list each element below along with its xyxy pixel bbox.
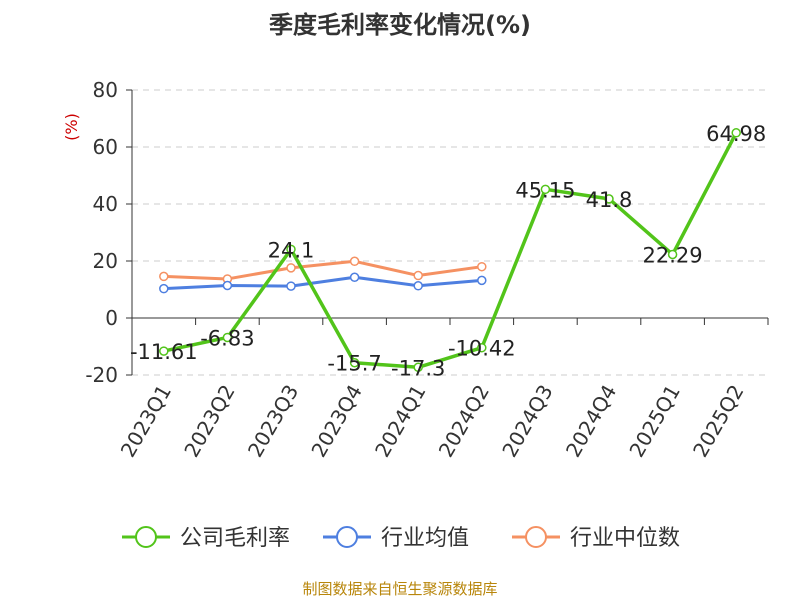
y-tick-label: 60 <box>93 135 118 159</box>
x-tick-label: 2023Q2 <box>179 381 239 462</box>
data-point <box>477 342 487 353</box>
x-axis-ticks: 2023Q1 2023Q2 2023Q3 2023Q4 2024Q1 2024Q2 2024… <box>116 381 749 462</box>
data-label: -10.42 <box>448 337 516 361</box>
data-label: -11.61 <box>130 340 198 364</box>
data-point <box>731 128 741 138</box>
y-tick-label: 0 <box>105 306 118 330</box>
data-point <box>159 346 169 356</box>
y-axis-unit: (%) <box>62 113 81 141</box>
data-label: 64.98 <box>706 122 766 146</box>
data-point <box>286 281 296 291</box>
data-point <box>222 280 233 291</box>
series-line <box>163 275 482 291</box>
data-point <box>222 332 233 343</box>
y-tick-label: -20 <box>85 363 118 387</box>
grid-lines <box>132 89 768 376</box>
data-point <box>540 184 551 195</box>
y-tick-label: 80 <box>93 78 118 102</box>
y-axis-ticks: -20 0 20 40 60 80 <box>85 78 118 387</box>
x-tick-label: 2025Q2 <box>688 381 748 462</box>
legend-marker <box>336 526 358 548</box>
data-point <box>604 194 614 204</box>
data-point <box>349 272 360 282</box>
data-label: -17.3 <box>391 356 445 380</box>
y-tick-label: 20 <box>93 249 118 273</box>
series-line <box>163 131 738 370</box>
data-point <box>477 275 487 286</box>
data-labels: -11.61-6.83 24.1 -15.7 -17.3-10.42 45.15 41.8… <box>130 122 766 380</box>
data-point <box>286 244 296 255</box>
data-point <box>349 256 360 267</box>
legend: 公司毛利率 行业均值 行业中位数 <box>122 526 680 551</box>
x-tick-label: 2023Q4 <box>306 381 366 462</box>
legend-label: 行业均值 <box>381 526 469 551</box>
data-label: 41.8 <box>586 188 633 212</box>
data-point <box>413 362 423 373</box>
x-tick-label: 2024Q2 <box>434 381 494 462</box>
chart-title: 季度毛利率变化情况(%) <box>269 11 531 39</box>
x-tick-label: 2023Q3 <box>243 381 303 462</box>
legend-marker <box>135 526 157 548</box>
data-label: -6.83 <box>200 326 254 350</box>
data-point <box>413 270 423 281</box>
legend-marker <box>525 526 547 548</box>
data-point <box>159 271 169 282</box>
data-point <box>286 263 296 273</box>
x-tick-label: 2024Q3 <box>497 381 557 462</box>
data-point <box>667 249 678 260</box>
series-layer <box>159 128 741 373</box>
data-label: 22.29 <box>643 243 703 267</box>
data-label: 24.1 <box>268 238 315 262</box>
data-point <box>477 261 487 272</box>
data-point <box>349 357 360 368</box>
x-tick-label: 2024Q1 <box>370 381 430 462</box>
legend-label: 公司毛利率 <box>180 526 290 551</box>
series-line <box>163 259 483 281</box>
x-tick-label: 2025Q1 <box>624 381 684 462</box>
data-label: -15.7 <box>327 352 381 376</box>
axes <box>126 89 769 376</box>
x-tick-label: 2023Q1 <box>116 381 176 462</box>
x-tick-label: 2024Q4 <box>561 381 621 462</box>
legend-label: 行业中位数 <box>570 526 680 551</box>
y-tick-label: 40 <box>93 192 118 216</box>
data-label: 45.15 <box>515 178 575 202</box>
data-point <box>413 281 423 291</box>
data-point <box>159 283 169 294</box>
source-note: 制图数据来自恒生聚源数据库 <box>302 580 497 598</box>
